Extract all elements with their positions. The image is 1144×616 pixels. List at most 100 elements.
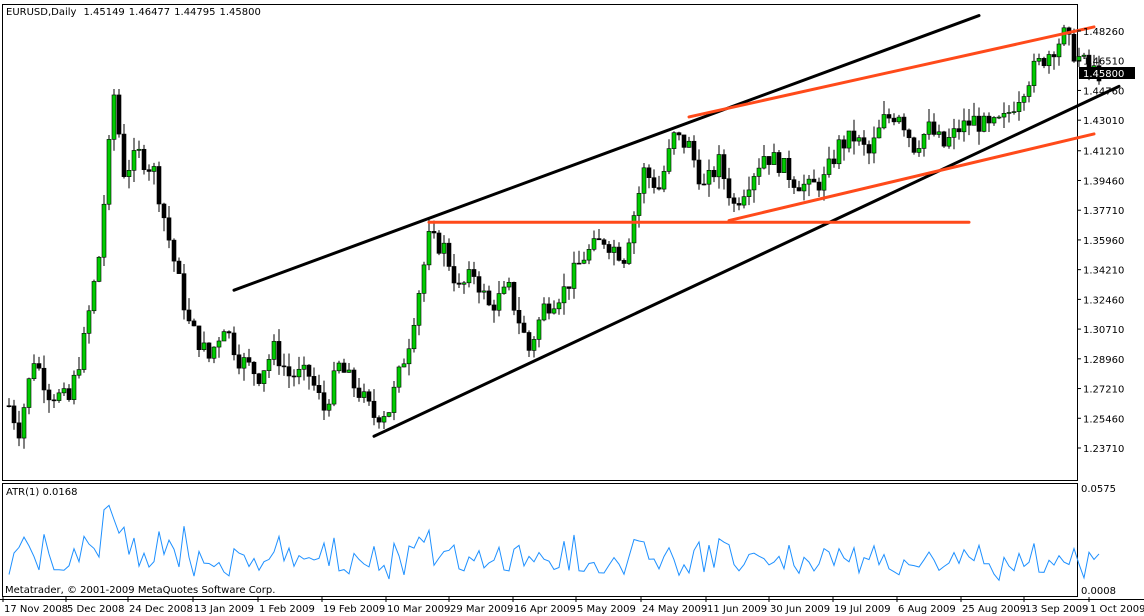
candle-body	[881, 114, 887, 129]
candle-body	[331, 370, 337, 405]
candle-body	[441, 242, 447, 254]
candle-body	[446, 242, 452, 267]
candle-body	[41, 367, 47, 391]
candle-body	[251, 361, 257, 375]
candle-body	[1061, 27, 1067, 45]
candle-body	[891, 117, 897, 123]
price-panel-frame	[2, 4, 1078, 481]
trendlines	[232, 14, 1121, 438]
candle-body	[216, 340, 222, 348]
candle-body	[481, 290, 487, 293]
candle-body	[656, 187, 662, 190]
candle-body	[6, 405, 12, 408]
candle-body	[96, 256, 102, 282]
candle-body	[126, 170, 132, 177]
price-tick-label: 1.35960	[1083, 236, 1124, 247]
candle-body	[706, 169, 712, 185]
candle-body	[201, 342, 207, 350]
candle-body	[646, 167, 652, 178]
time-tick-label: 24 Dec 2008	[129, 604, 193, 615]
candle-body	[76, 369, 82, 376]
candle-body	[311, 376, 317, 386]
candle-body	[816, 181, 822, 191]
price-tick-label: 1.44760	[1083, 86, 1124, 97]
candle-body	[71, 374, 77, 400]
candle-body	[266, 359, 272, 371]
candle-body	[546, 303, 552, 314]
candle-body	[1046, 54, 1052, 67]
candle-body	[586, 249, 592, 261]
candle-body	[616, 246, 622, 261]
candle-body	[1006, 112, 1012, 114]
candle-body	[66, 388, 72, 400]
candle-body	[696, 159, 702, 185]
candle-body	[626, 242, 632, 264]
candle-body	[786, 158, 792, 181]
time-tick-label: 25 Aug 2009	[962, 604, 1026, 615]
candle-body	[521, 322, 527, 333]
candle-body	[526, 332, 532, 351]
time-tick-label: 10 Mar 2009	[387, 604, 450, 615]
candle-body	[301, 364, 307, 370]
candle-body	[256, 373, 262, 384]
time-tick-label: 6 Aug 2009	[898, 604, 956, 615]
candle-body	[501, 286, 507, 294]
candle-body	[141, 148, 147, 170]
candle-body	[651, 177, 657, 188]
candle-body	[981, 115, 987, 132]
candle-body	[1021, 96, 1027, 103]
candle-body	[766, 156, 772, 165]
atr-header: ATR(1) 0.0168	[6, 487, 77, 498]
candle-body	[541, 303, 547, 321]
candle-body	[636, 193, 642, 216]
candle-body	[686, 140, 692, 148]
atr-panel-frame	[2, 483, 1078, 597]
candle-body	[841, 139, 847, 149]
candle-body	[51, 399, 57, 402]
candle-body	[196, 325, 202, 350]
candle-body	[926, 121, 932, 135]
candle-body	[611, 246, 617, 253]
candle-body	[181, 273, 187, 311]
candle-body	[231, 332, 237, 356]
candle-body	[991, 117, 997, 124]
candle-body	[576, 262, 582, 265]
candle-body	[506, 281, 512, 288]
candle-body	[831, 158, 837, 165]
candle-body	[156, 166, 162, 205]
candle-body	[176, 260, 182, 274]
candle-body	[406, 348, 412, 365]
candle-body	[241, 357, 247, 369]
high-value: 1.46477	[129, 7, 170, 18]
candle-body	[476, 276, 482, 293]
time-tick-label: 19 Jul 2009	[834, 604, 891, 615]
price-tick-label: 1.37710	[1083, 206, 1124, 217]
candle-body	[21, 407, 27, 439]
current-price-tag	[1079, 67, 1135, 79]
candle-body	[971, 115, 977, 126]
candle-body	[351, 369, 357, 389]
price-tick-label: 1.32460	[1083, 295, 1124, 306]
symbol-label: EURUSD,Daily	[6, 7, 77, 18]
candle-body	[536, 319, 542, 340]
candle-body	[206, 342, 212, 359]
candle-body	[26, 378, 32, 408]
candle-body	[511, 281, 517, 311]
candle-body	[966, 120, 972, 126]
candle-body	[601, 239, 607, 245]
candle-body	[756, 167, 762, 177]
candle-body	[561, 286, 567, 304]
candle-body	[731, 197, 737, 204]
low-value: 1.44795	[174, 7, 215, 18]
copyright-credit: Metatrader, © 2001-2009 MetaQuotes Softw…	[5, 585, 275, 596]
candle-body	[846, 130, 852, 149]
candle-body	[106, 139, 112, 205]
candle-body	[321, 392, 327, 411]
candle-body	[356, 387, 362, 398]
candle-body	[1026, 85, 1032, 97]
time-tick-label: 13 Sep 2009	[1025, 604, 1088, 615]
candle-body	[1051, 54, 1057, 58]
time-tick-label: 24 May 2009	[642, 604, 707, 615]
candle-body	[1011, 111, 1017, 113]
